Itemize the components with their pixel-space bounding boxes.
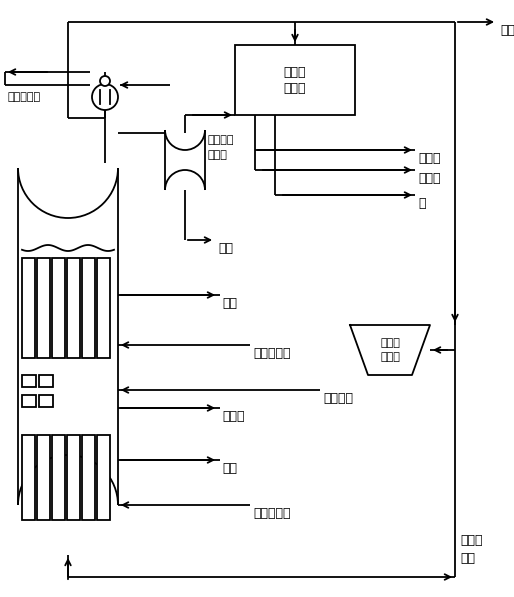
Bar	[97, 258, 110, 358]
Bar	[97, 435, 110, 520]
Bar	[235, 45, 355, 115]
Bar	[52, 258, 65, 358]
Bar	[82, 258, 95, 358]
Text: 塔顶浆液: 塔顶浆液	[208, 135, 234, 145]
Bar	[22, 258, 35, 358]
Text: 饱和水入口: 饱和水入口	[253, 507, 290, 520]
Bar	[37, 258, 50, 358]
Text: 尾气: 尾气	[500, 24, 514, 37]
Circle shape	[92, 84, 118, 110]
Bar	[22, 435, 35, 520]
Text: 分离罐: 分离罐	[208, 150, 228, 160]
Text: 反吹气体: 反吹气体	[323, 392, 353, 405]
Polygon shape	[350, 325, 430, 375]
Bar	[39, 375, 53, 387]
Text: 循环气: 循环气	[380, 338, 400, 348]
Bar	[52, 435, 65, 520]
Bar	[37, 435, 50, 520]
Bar	[22, 395, 36, 407]
Text: 新鲜合: 新鲜合	[460, 534, 483, 546]
Text: 成气: 成气	[460, 552, 475, 565]
Text: 压缩机: 压缩机	[380, 352, 400, 362]
Text: 离系统: 离系统	[284, 82, 306, 94]
Text: 出口: 出口	[222, 297, 237, 310]
Text: 水: 水	[418, 197, 426, 210]
Text: 浆液: 浆液	[218, 242, 233, 255]
Text: 出口: 出口	[222, 462, 237, 475]
Bar	[82, 435, 95, 520]
Text: 费托蜡: 费托蜡	[222, 410, 245, 423]
Text: 轻质油: 轻质油	[418, 152, 440, 165]
Bar	[39, 395, 53, 407]
Text: 蒸汽发生器: 蒸汽发生器	[8, 92, 41, 102]
Bar	[22, 375, 36, 387]
Circle shape	[100, 76, 110, 86]
Text: 气液分: 气液分	[284, 66, 306, 78]
Text: 重质油: 重质油	[418, 172, 440, 185]
Bar	[67, 435, 80, 520]
Bar	[67, 258, 80, 358]
Text: 饱和水入口: 饱和水入口	[253, 347, 290, 360]
